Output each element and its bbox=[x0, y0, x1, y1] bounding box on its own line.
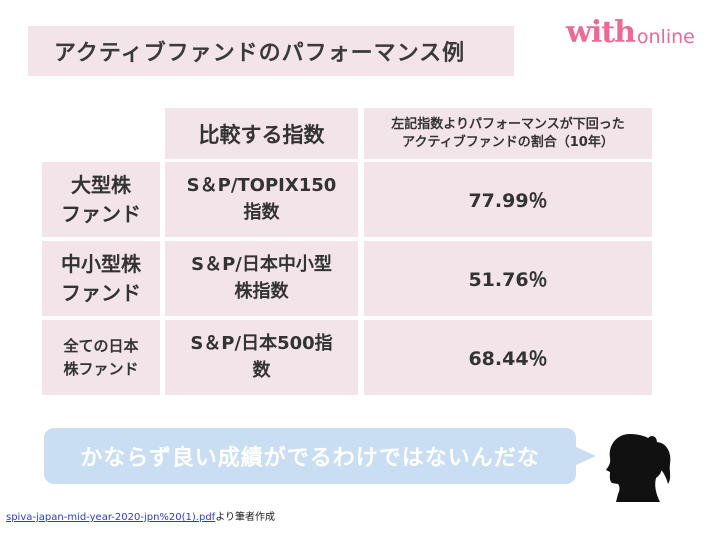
row-label-line1: 中小型株 bbox=[61, 251, 141, 276]
row-index-line1: S＆P/TOPIX150 bbox=[186, 175, 337, 197]
logo-with: with bbox=[566, 15, 636, 50]
page-title: アクティブファンドのパフォーマンス例 bbox=[54, 41, 466, 66]
row-label-line2: ファンド bbox=[61, 201, 141, 226]
speech-bubble-text: かならず良い成績がでるわけではないんだな bbox=[80, 446, 540, 471]
row-label-line1: 大型株 bbox=[71, 172, 131, 197]
row-pct-value: 68.44％ bbox=[468, 348, 548, 370]
row-index-large-cap: S＆P/TOPIX150 指数 bbox=[165, 162, 358, 237]
row-index-line2: 指数 bbox=[243, 201, 280, 223]
logo-online: online bbox=[636, 26, 695, 48]
speech-bubble: かならず良い成績がでるわけではないんだな bbox=[44, 428, 576, 484]
header-pct-line1: 左記指数よりパフォーマンスが下回った bbox=[391, 116, 625, 132]
row-index-small-mid-cap: S＆P/日本中小型 株指数 bbox=[165, 241, 358, 316]
row-label-line1: 全ての日本 bbox=[63, 337, 139, 355]
with-online-logo: with online bbox=[566, 12, 706, 48]
title-box: アクティブファンドのパフォーマンス例 bbox=[28, 26, 514, 76]
source-suffix: より筆者作成 bbox=[215, 512, 276, 523]
row-label-line2: 株ファンド bbox=[63, 359, 139, 378]
row-index-line2: 数 bbox=[252, 359, 271, 381]
row-index-line2: 株指数 bbox=[234, 280, 289, 302]
row-index-all-japan: S＆P/日本500指 数 bbox=[165, 320, 358, 395]
row-pct-large-cap: 77.99％ bbox=[364, 162, 652, 237]
row-label-large-cap: 大型株 ファンド bbox=[42, 162, 160, 237]
header-pct-line2: アクティブファンドの割合（10年） bbox=[402, 134, 614, 150]
header-index-label: 比較する指数 bbox=[198, 122, 325, 147]
row-label-line2: ファンド bbox=[61, 280, 141, 305]
row-pct-small-mid-cap: 51.76％ bbox=[364, 241, 652, 316]
row-pct-value: 77.99％ bbox=[468, 190, 548, 212]
row-label-all-japan: 全ての日本 株ファンド bbox=[42, 320, 160, 395]
row-index-line1: S＆P/日本中小型 bbox=[191, 254, 332, 276]
header-index-column: 比較する指数 bbox=[165, 108, 358, 159]
header-pct-column: 左記指数よりパフォーマンスが下回った アクティブファンドの割合（10年） bbox=[364, 108, 652, 159]
speech-bubble-tail bbox=[574, 446, 596, 466]
row-index-line1: S＆P/日本500指 bbox=[190, 333, 333, 355]
source-link[interactable]: spiva-japan-mid-year-2020-jpn%20(1).pdf bbox=[6, 512, 216, 523]
row-pct-all-japan: 68.44％ bbox=[364, 320, 652, 395]
row-label-small-mid-cap: 中小型株 ファンド bbox=[42, 241, 160, 316]
row-pct-value: 51.76％ bbox=[468, 269, 548, 291]
woman-silhouette-icon bbox=[606, 434, 671, 502]
source-note: spiva-japan-mid-year-2020-jpn%20(1).pdfよ… bbox=[6, 508, 275, 523]
